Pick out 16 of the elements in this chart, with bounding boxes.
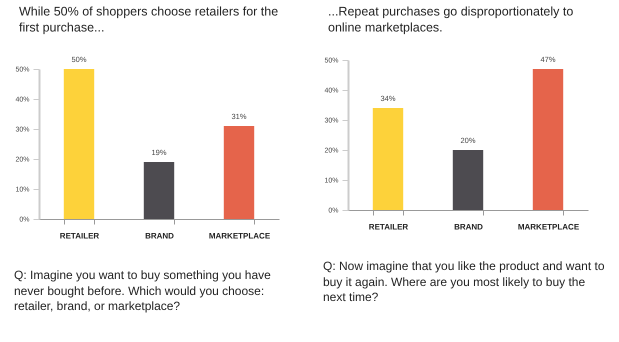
- x-tick-label: RETAILER: [368, 222, 408, 232]
- x-tick-label: MARKETPLACE: [208, 232, 271, 240]
- x-tick-label: BRAND: [454, 222, 484, 232]
- bar: [64, 69, 94, 219]
- x-tick-label: BRAND: [145, 232, 174, 240]
- bar: [224, 126, 254, 219]
- bar: [372, 108, 404, 210]
- x-tick-label: RETAILER: [60, 232, 100, 240]
- text: Q: Imagine you want to buy something you have never bought before. Which would you choose: retailer, brand, or marketplace?: [14, 268, 272, 315]
- chart-title: While 50% of shoppers choose retailers for the first purchase...: [19, 4, 278, 34]
- text: Q: Now imagine that you like the product and want to buy it again. Where are you most likely to buy the next time?: [323, 259, 606, 306]
- bar: [144, 162, 174, 219]
- x-tick-label: MARKETPLACE: [518, 222, 580, 232]
- chart-title: ...Repeat purchases go disproportionately to online marketplaces.: [328, 4, 574, 34]
- bar: [452, 150, 484, 210]
- bar: [532, 69, 564, 210]
